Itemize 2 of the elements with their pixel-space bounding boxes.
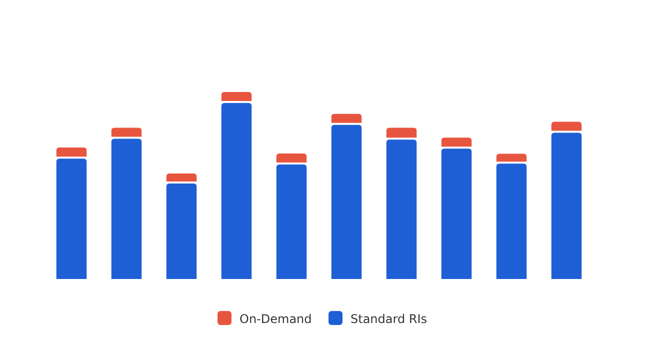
legend-label: On-Demand bbox=[240, 312, 312, 326]
legend-label: Standard RIs bbox=[350, 312, 428, 326]
